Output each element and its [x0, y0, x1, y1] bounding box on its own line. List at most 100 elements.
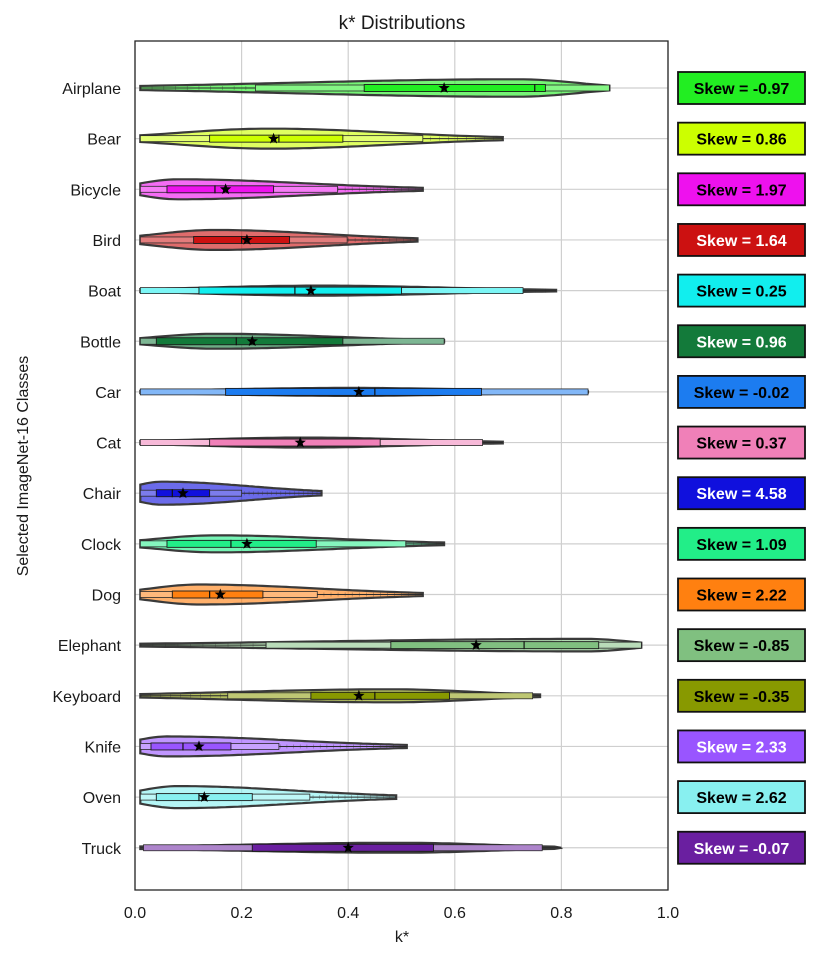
skew-text: Skew = 2.33	[696, 739, 786, 756]
skew-box	[677, 577, 806, 612]
violin-bird	[139, 228, 419, 251]
violin-boat	[139, 284, 558, 297]
y-tick-label: Oven	[83, 790, 121, 807]
skew-box	[677, 628, 806, 663]
violin-knife	[139, 735, 408, 758]
skew-label-bird: Skew = 1.64	[677, 223, 806, 257]
skew-label-knife: Skew = 2.33	[677, 729, 806, 764]
skew-label-oven: Skew = 2.62	[677, 780, 806, 814]
skew-text: Skew = 1.09	[696, 537, 786, 554]
iqr-box	[225, 387, 482, 396]
iqr-box	[166, 539, 317, 548]
chart-title: k* Distributions	[339, 13, 466, 34]
mean-star	[294, 436, 306, 448]
skew-text: Skew = 0.86	[696, 132, 786, 149]
skew-label-cat: Skew = 0.37	[677, 425, 806, 460]
violin-keyboard	[139, 688, 542, 704]
violin-bear	[139, 127, 504, 150]
skew-text: Skew = -0.07	[694, 841, 790, 858]
y-tick-label: Truck	[82, 841, 122, 858]
iqr-box	[198, 286, 402, 295]
skew-label-airplane: Skew = -0.97	[677, 71, 806, 105]
skew-text: Skew = 0.25	[696, 284, 786, 301]
skew-text: Skew = -0.02	[694, 385, 790, 402]
violin-car	[139, 385, 590, 397]
mean-star	[219, 183, 232, 195]
y-axis-label: Selected ImageNet-16 Classes	[15, 356, 32, 577]
x-tick-label: 0.6	[444, 905, 466, 922]
violin-bottle	[139, 332, 446, 350]
skew-box	[677, 780, 806, 814]
violin-airplane	[139, 78, 611, 98]
skew-text: Skew = -0.35	[694, 689, 790, 706]
mean-star	[241, 233, 253, 245]
iqr-box	[251, 843, 434, 852]
skew-box	[677, 71, 806, 105]
y-tick-label: Car	[95, 385, 121, 402]
violin-clock	[139, 534, 446, 554]
violin-chair	[139, 480, 323, 506]
x-tick-label: 1.0	[657, 905, 679, 922]
skew-box	[677, 678, 806, 713]
skew-text: Skew = 1.64	[696, 233, 786, 250]
iqr-box	[209, 438, 381, 447]
x-tick-label: 0.2	[230, 905, 252, 922]
mean-star	[267, 132, 280, 144]
mean-star	[438, 82, 450, 93]
skew-box	[677, 476, 806, 511]
mean-star	[470, 639, 482, 650]
y-tick-labels: Airplane Bear Bicycle Bird Boat Bottle Car Cat C…	[53, 81, 123, 858]
skew-label-keyboard: Skew = -0.35	[677, 678, 806, 713]
mean-star	[305, 284, 317, 296]
y-tick-label: Bicycle	[70, 182, 121, 199]
violin-dog	[139, 583, 424, 606]
y-tick-label: Boat	[88, 284, 121, 301]
skew-label-chair: Skew = 4.58	[677, 476, 806, 511]
skew-text: Skew = 2.22	[696, 588, 786, 605]
mean-star	[177, 487, 189, 499]
x-axis-label: k*	[395, 929, 409, 946]
skew-box	[677, 526, 806, 561]
skew-text: Skew = 4.58	[696, 486, 786, 503]
mean-star	[353, 385, 365, 397]
skew-box	[677, 172, 806, 207]
skew-box	[677, 324, 806, 359]
skew-box	[677, 121, 806, 156]
skew-text: Skew = 0.37	[696, 436, 786, 453]
plot-frame	[134, 40, 669, 891]
violin-oven	[139, 785, 398, 810]
skew-text: Skew = 2.62	[696, 790, 786, 807]
violin-elephant	[139, 637, 643, 653]
iqr-box	[310, 691, 450, 700]
x-tick-label: 0.8	[550, 905, 572, 922]
mean-star	[214, 588, 226, 600]
mean-star	[241, 537, 253, 549]
y-tick-label: Bottle	[80, 334, 121, 351]
mean-star	[353, 689, 365, 701]
y-tick-label: Clock	[81, 537, 122, 554]
skew-box	[677, 223, 806, 257]
skew-text: Skew = 1.97	[696, 182, 786, 199]
skew-label-bottle: Skew = 0.96	[677, 324, 806, 359]
skew-label-car: Skew = -0.02	[677, 374, 806, 409]
violin-truck	[139, 841, 563, 854]
x-tick-labels: 0.0 0.2 0.4 0.6 0.8 1.0	[124, 905, 679, 922]
skew-label-bicycle: Skew = 1.97	[677, 172, 806, 207]
violin-cat	[139, 436, 504, 449]
y-tick-label: Bear	[87, 132, 121, 149]
x-tick-label: 0.4	[337, 905, 359, 922]
mean-star	[193, 740, 205, 752]
skew-text: Skew = 0.96	[696, 334, 786, 351]
grid	[134, 41, 669, 890]
skew-box	[677, 273, 806, 308]
skew-labels: Skew = -0.97 Skew = 0.86 Skew = 1.97 Skew =…	[677, 71, 806, 865]
skew-box	[677, 830, 806, 865]
iqr-box	[363, 84, 546, 92]
mean-star	[342, 841, 354, 853]
y-tick-label: Keyboard	[53, 689, 122, 706]
iqr-box	[166, 185, 275, 194]
violin-bicycle	[139, 178, 424, 201]
skew-text: Skew = -0.97	[694, 81, 790, 98]
mean-star	[198, 791, 210, 802]
